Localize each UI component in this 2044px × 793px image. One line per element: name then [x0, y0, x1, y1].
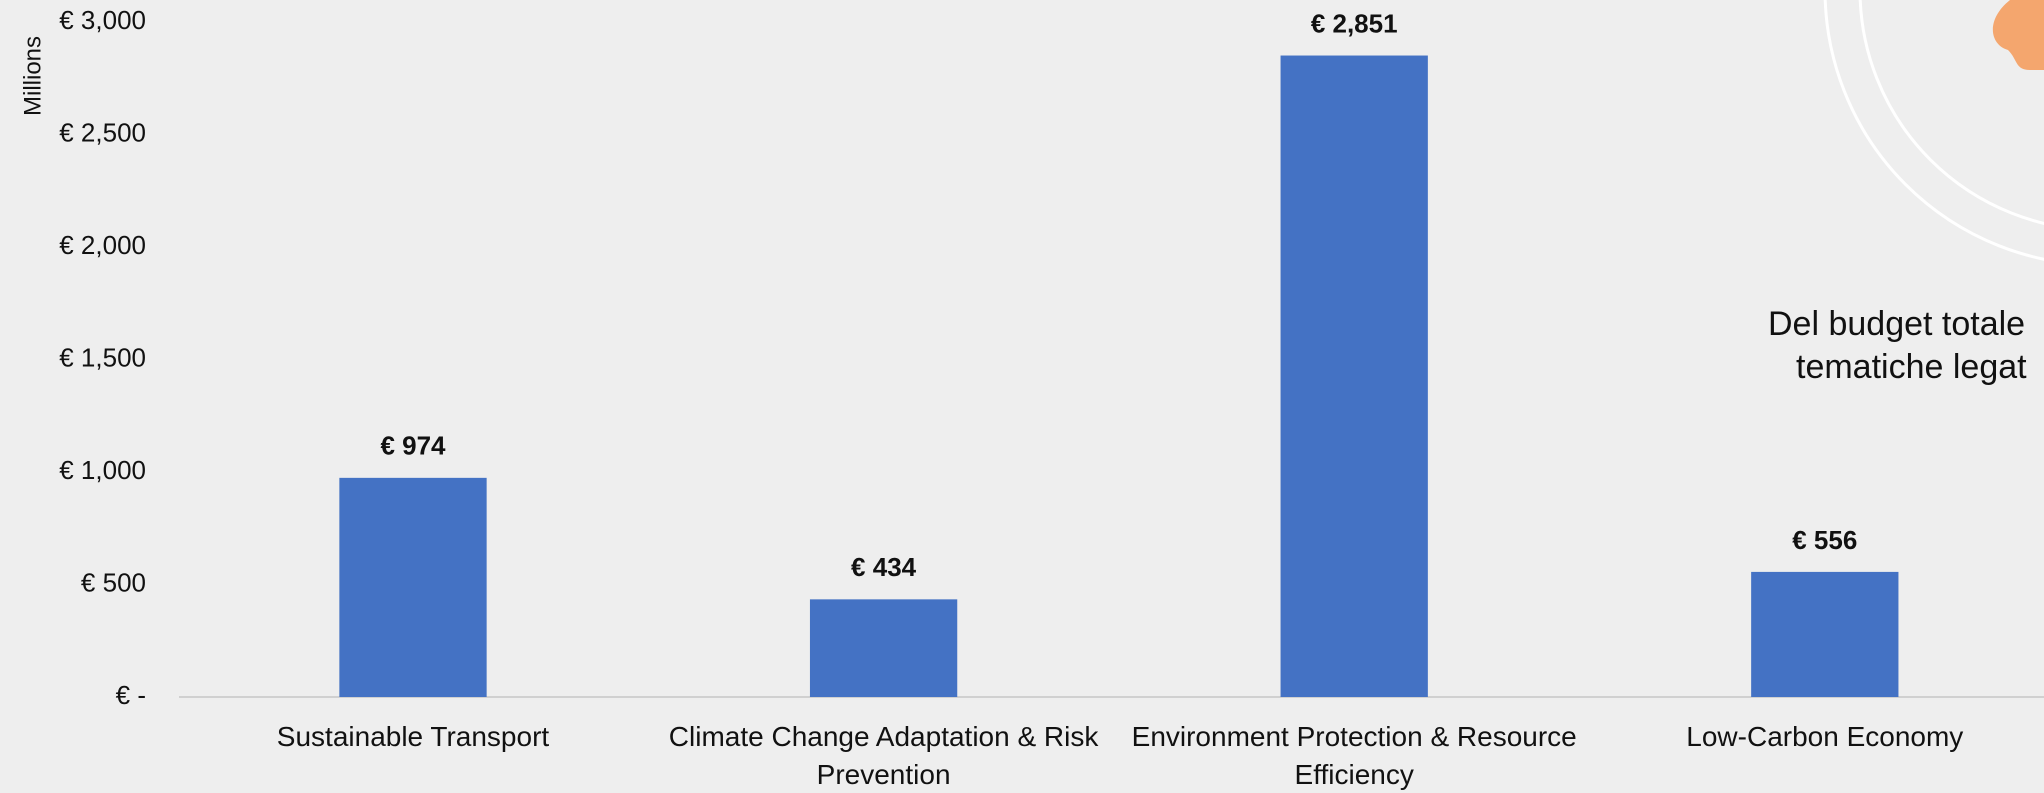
y-tick-label: € - — [116, 680, 146, 710]
bar — [1751, 571, 1899, 697]
side-text: Del budget totale — [1768, 305, 2025, 343]
bar — [1280, 55, 1428, 697]
x-tick-line: Efficiency — [1295, 759, 1414, 790]
x-tick-line: Sustainable Transport — [277, 721, 550, 752]
y-tick-label: € 1,000 — [59, 455, 146, 485]
x-tick-line: Low-Carbon Economy — [1686, 721, 1963, 752]
bar — [339, 477, 487, 697]
data-label: € 434 — [851, 552, 917, 582]
data-label: € 2,851 — [1311, 8, 1398, 38]
x-tick-line: Climate Change Adaptation & Risk — [669, 721, 1100, 752]
x-tick-line: Environment Protection & Resource — [1132, 721, 1577, 752]
side-text: tematiche legat — [1796, 348, 2027, 386]
x-tick-label: Sustainable Transport — [277, 721, 550, 752]
bar — [809, 599, 958, 697]
x-tick-label: Climate Change Adaptation & Risk Preventi… — [669, 721, 1100, 790]
y-tick-label: € 1,500 — [59, 342, 146, 372]
x-tick-label: Environment Protection & Resource Efficie… — [1132, 721, 1577, 790]
y-tick-label: € 3,000 — [59, 5, 146, 35]
y-tick-label: € 2,500 — [59, 117, 146, 147]
y-tick-label: € 2,000 — [59, 230, 146, 260]
data-label: € 556 — [1792, 525, 1857, 555]
data-label: € 974 — [380, 431, 446, 461]
y-tick-label: € 500 — [81, 567, 146, 597]
decor-shape — [1992, 0, 2044, 70]
y-axis-label: Millions — [19, 36, 46, 116]
x-tick-line: Prevention — [817, 759, 951, 790]
x-tick-label: Low-Carbon Economy — [1686, 721, 1963, 752]
